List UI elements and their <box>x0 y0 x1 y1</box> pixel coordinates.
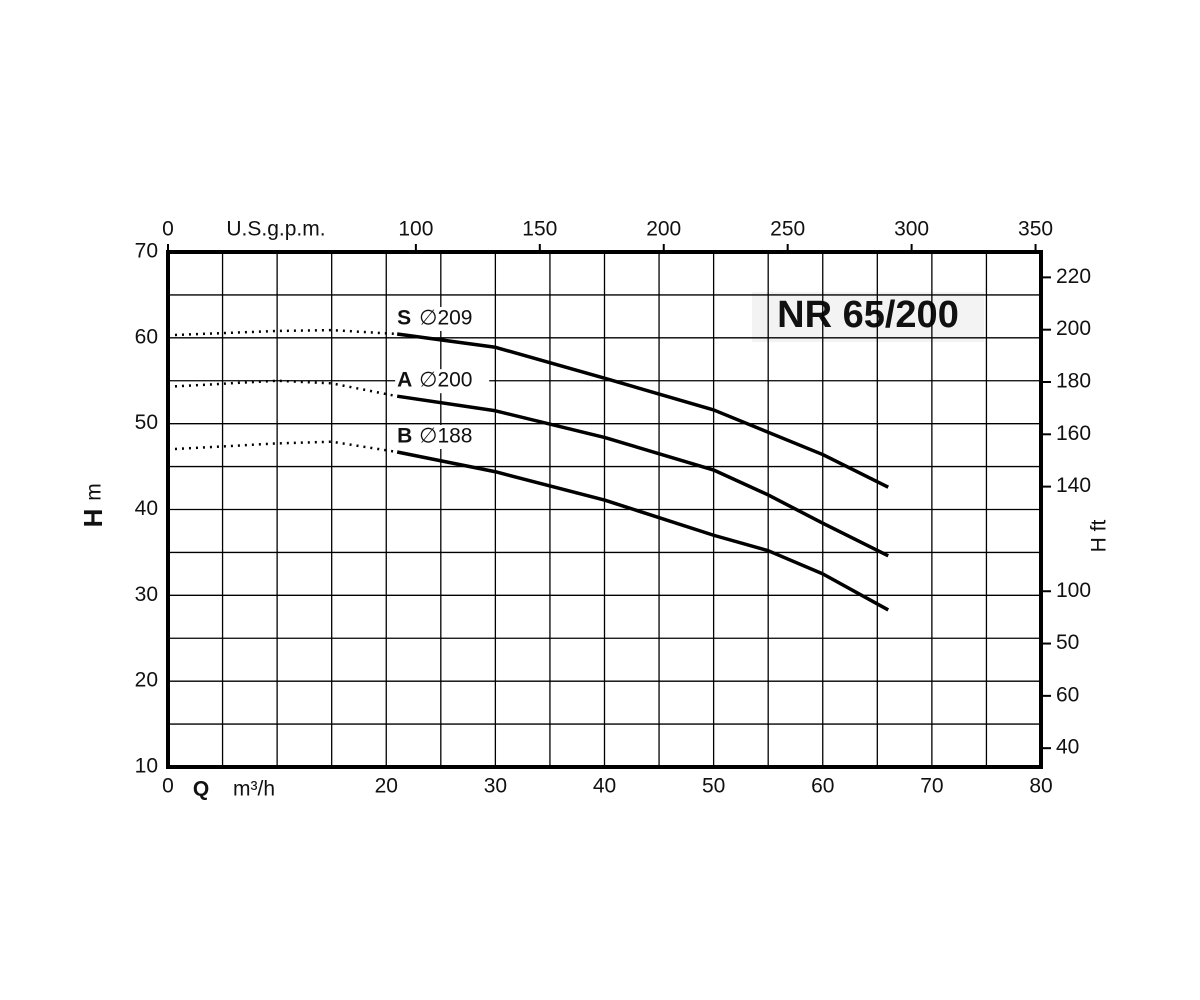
x2-label: U.S.g.p.m. <box>226 218 325 241</box>
x-label-symbol: Q <box>193 778 209 801</box>
x2-tick-label: 250 <box>770 218 805 241</box>
curve <box>396 332 890 489</box>
y-label-unit: m <box>83 483 106 501</box>
x-tick-label: 50 <box>702 775 725 798</box>
extrapolated-curve <box>167 328 398 337</box>
series-diameter: ∅200 <box>419 369 472 392</box>
y2-tick-label: 160 <box>1056 422 1091 445</box>
y2-tick-label: 200 <box>1056 317 1091 340</box>
x-label-unit: m³/h <box>233 778 275 801</box>
x-tick-label: 40 <box>593 775 616 798</box>
y2-tick-label: 100 <box>1056 579 1091 602</box>
x2-tick-label: 300 <box>894 218 929 241</box>
chart-title: NR 65/200 <box>777 294 959 336</box>
y2-tick-label: 140 <box>1056 474 1091 497</box>
x-tick-label: 80 <box>1029 775 1052 798</box>
x-tick-label: 20 <box>375 775 398 798</box>
y-axis-label: H m <box>78 483 108 527</box>
y-tick-label: 30 <box>135 583 158 606</box>
x2-tick-label: 100 <box>398 218 433 241</box>
y2-tick-label: 50 <box>1056 631 1079 654</box>
curve <box>396 450 890 612</box>
y-tick-label: 20 <box>135 669 158 692</box>
x-tick-label: 30 <box>484 775 507 798</box>
curve <box>396 394 890 558</box>
x-tick-label: 60 <box>811 775 834 798</box>
label-bg <box>395 306 490 331</box>
y2-label: H ft <box>1088 520 1111 553</box>
series-name: A <box>397 369 412 392</box>
extrapolated-curve <box>167 440 398 454</box>
y2-tick-label: 60 <box>1056 683 1079 706</box>
series-diameter: ∅188 <box>419 425 472 448</box>
x-tick-label: 0 <box>162 775 174 798</box>
extrapolated-curve <box>167 379 398 398</box>
plot-frame <box>166 250 1043 769</box>
x-tick-label: 70 <box>920 775 943 798</box>
y2-tick-label: 180 <box>1056 370 1091 393</box>
series-diameter: ∅209 <box>419 307 472 330</box>
y-tick-label: 60 <box>135 325 158 348</box>
x2-tick-label: 200 <box>646 218 681 241</box>
y-tick-label: 50 <box>135 411 158 434</box>
y-label-symbol: H <box>78 509 108 528</box>
series-name: B <box>397 425 412 448</box>
y-tick-label: 40 <box>135 497 158 520</box>
x2-tick-label: 350 <box>1018 218 1053 241</box>
x2-tick-label: 150 <box>522 218 557 241</box>
y2-axis-label: H ft <box>1088 520 1111 553</box>
label-bg <box>395 424 490 449</box>
x2-tick-label: 0 <box>162 218 174 241</box>
y-tick-label: 10 <box>135 755 158 778</box>
y2-tick-label: 40 <box>1056 736 1079 759</box>
label-bg <box>395 369 490 394</box>
title-box <box>752 292 984 342</box>
y2-tick-label: 220 <box>1056 265 1091 288</box>
series-name: S <box>397 307 411 330</box>
y-tick-label: 70 <box>135 240 158 263</box>
